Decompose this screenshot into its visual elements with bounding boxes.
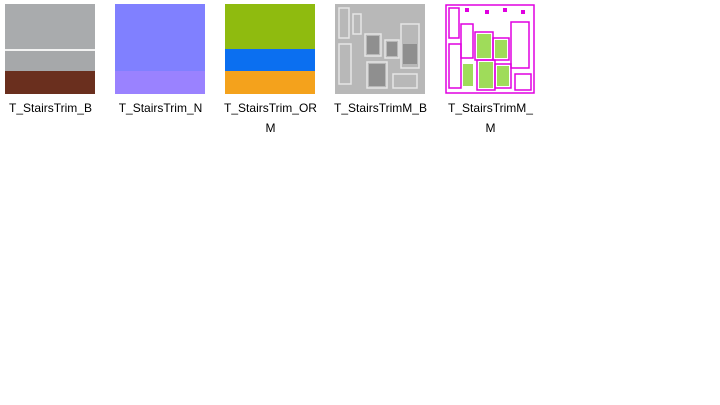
file-name: T_StairsTrimM_B: [334, 101, 427, 115]
file-name: T_StairsTrim_ORM: [224, 101, 317, 135]
thumbnail: [445, 4, 535, 94]
thumbnail: [5, 4, 95, 94]
file-name: T_StairsTrimM_M: [448, 101, 533, 135]
file-name: T_StairsTrim_N: [118, 101, 203, 115]
thumbnail: [335, 4, 425, 94]
thumbnail: [115, 4, 205, 94]
thumbnail: [225, 4, 315, 94]
file-name: T_StairsTrim_B: [9, 101, 92, 115]
